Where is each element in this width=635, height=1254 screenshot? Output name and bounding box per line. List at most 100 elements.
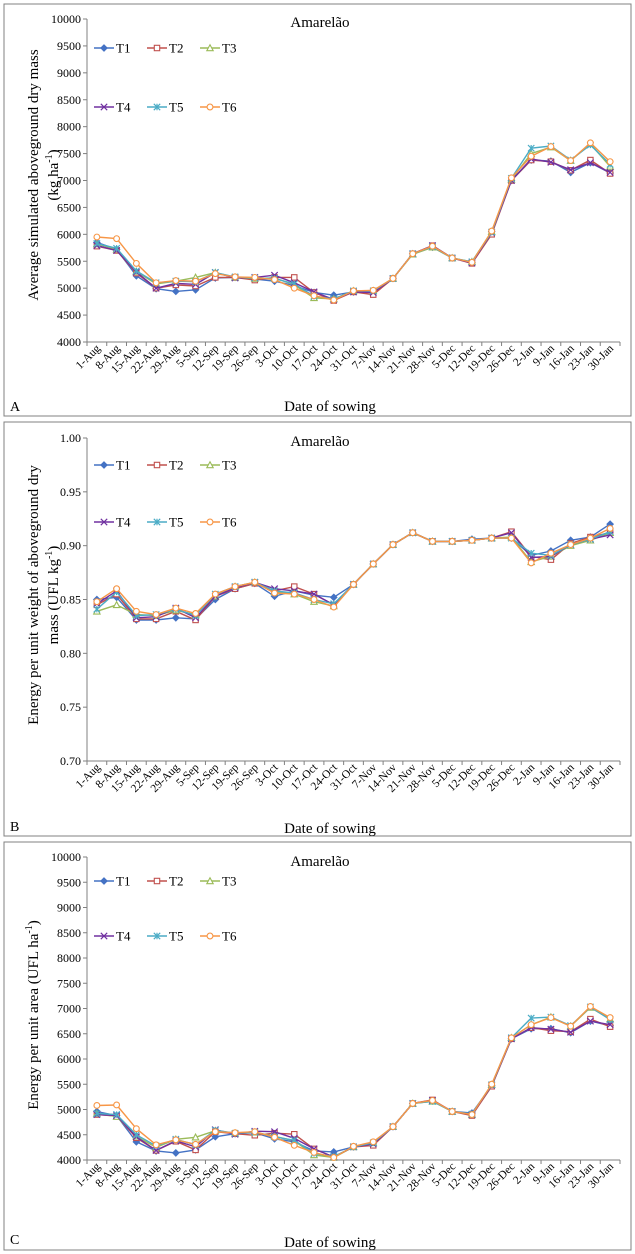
- panel-b-series-T6-point: [330, 603, 338, 611]
- panel-b-frame: [3, 421, 632, 837]
- panel-b-ytick-label: 0.85: [60, 593, 81, 607]
- panel-a-series-T6-point: [290, 284, 298, 292]
- panel-a-series-T6-point: [429, 242, 436, 250]
- panel-a-series-T4-point: [606, 168, 614, 177]
- panel-b-series-T5-point: [93, 605, 101, 613]
- panel-c-legend-T5-marker: [153, 932, 161, 940]
- panel-b-series-T6-point: [606, 524, 614, 532]
- panel-c-series-T6-point: [547, 1014, 555, 1022]
- panel-a-series-T6-point: [330, 296, 338, 304]
- panel-b-series-T6-point: [369, 560, 377, 568]
- panel-a-xtick-label: 2-Jan: [511, 342, 537, 368]
- panel-a-ylabel-unit: (kg ha: [46, 162, 62, 200]
- panel-a-legend-T2-marker: [153, 44, 161, 52]
- panel-b-legend-T1-label: T1: [116, 458, 130, 473]
- panel-b-series-T6-point: [389, 541, 397, 549]
- panel-b-title: Amarelão: [290, 434, 349, 450]
- panel-a-series-T6-line: [96, 141, 611, 301]
- panel-a-plot: 4000 4500 5000 5500 6000 6500 7000 7500 8000 8500…: [51, 12, 621, 376]
- panel-a-series-T6-point: [152, 279, 160, 287]
- panel-b-series-T6-point: [409, 529, 417, 537]
- panel-c-series-T6-point: [350, 1142, 357, 1150]
- panel-b-series-T6-point: [310, 596, 318, 603]
- panel-a: Amarelão A Date of sowing Average simula…: [3, 3, 632, 417]
- panel-a-ytick-label: 6500: [57, 200, 81, 214]
- panel-c-series-T6-point: [231, 1129, 239, 1137]
- panel-b-series-T6-point: [113, 585, 121, 593]
- panel-c-series-T2-point: [547, 1027, 555, 1034]
- panel-a-ytick-label: 7500: [57, 147, 81, 161]
- panel-a-series-T4-point: [547, 158, 555, 166]
- panel-c-series-T5-point: [527, 1014, 535, 1022]
- panel-a-ytick-label: 5500: [57, 254, 81, 268]
- panel-b-series-T1-point: [329, 593, 338, 602]
- panel-c-series-T6-point: [429, 1096, 436, 1104]
- panel-a-ytick-label: 8000: [57, 120, 81, 134]
- panel-a-series-T6-point: [350, 287, 357, 295]
- panel-a-series-T1-line: [96, 159, 611, 296]
- panel-c-ylabel-close: ): [26, 920, 42, 925]
- panel-c-legend-T1-label: T1: [116, 874, 130, 889]
- panel-c-series-T6-point: [192, 1140, 200, 1148]
- panel-b: Amarelão B Date of sowing Energy per uni…: [3, 421, 632, 837]
- panel-a-frame: [3, 3, 632, 417]
- panel-c-series-T6-point: [211, 1128, 219, 1136]
- panel-b-series-T1-point: [171, 613, 180, 622]
- panel-a-series-T2-point: [291, 274, 298, 281]
- panel-b-legend-T1-marker: [100, 461, 108, 469]
- panel-a-series-T5-point: [132, 267, 140, 275]
- panel-c-legend-T2-marker: [153, 877, 161, 885]
- panel-c-frame: [3, 841, 632, 1251]
- panel-c-series-T5-point: [132, 1131, 140, 1139]
- panel-b-series-T6-point: [271, 589, 278, 597]
- panel-b-series-T2-point: [291, 583, 298, 590]
- panel-a-legend-T3-marker: [205, 43, 215, 52]
- panel-a-series-T6-point: [606, 158, 614, 166]
- panel-b-ytick-label: 0.95: [60, 485, 81, 499]
- panel-c-series-T4-point: [586, 1017, 595, 1025]
- panel-c-legend-T3-marker: [205, 876, 215, 885]
- panel-a-ytick-label: 9500: [57, 39, 81, 53]
- panel-b-legend-T3-marker: [205, 460, 215, 469]
- panel-c-ytick-label: 7000: [57, 1002, 81, 1016]
- panel-c-series-T4-point: [547, 1025, 555, 1033]
- panel-b-ytick-label: 0.70: [60, 754, 81, 768]
- panel-b-legend-T3-label: T3: [222, 458, 236, 473]
- panel-b-series-T6-point: [231, 583, 239, 591]
- panel-c-plot: 4000 4500 5000 5500 6000 6500 7000 7500 8000 8500…: [51, 850, 621, 1194]
- panel-a-letter: A: [10, 400, 21, 415]
- panel-a-series-T6-point: [231, 273, 239, 281]
- panel-b-series-T6-point: [211, 590, 219, 598]
- panel-a-series-T6-point: [192, 277, 200, 285]
- panel-c-series-T6-point: [290, 1141, 298, 1149]
- panel-a-ylabel-line1: Average simulated aboveground dry mass: [26, 49, 42, 300]
- panel-a-series-T6-point: [448, 254, 456, 262]
- panel-c-xlabel: Date of sowing: [284, 1235, 376, 1251]
- panel-c-series-T1-line: [96, 1020, 611, 1154]
- panel-a-legend-T4-label: T4: [116, 100, 131, 115]
- panel-b-series-T6-point: [488, 534, 496, 542]
- panel-c-ytick-label: 10000: [51, 850, 81, 864]
- panel-b-series-T6-point: [251, 578, 259, 586]
- panel-b-ytick-label: 1.00: [60, 431, 81, 445]
- panel-a-ytick-label: 4000: [57, 335, 81, 349]
- panel-a-series-T6-point: [468, 258, 476, 266]
- panel-a-series-T5-line: [96, 144, 611, 300]
- panel-c-series-T6-point: [172, 1136, 180, 1144]
- panel-a-series-T6-point: [369, 286, 377, 294]
- panel-c-series-T6-point: [251, 1128, 259, 1136]
- panel-c-series-T6-point: [93, 1102, 101, 1109]
- panel-a-series-T6-point: [567, 157, 575, 165]
- panel-b-legend-T2-label: T2: [169, 458, 183, 473]
- panel-c-series-T6-point: [132, 1125, 140, 1133]
- panel-a-ytick-label: 8500: [57, 93, 81, 107]
- panel-a-legend-T5-marker: [153, 103, 161, 111]
- panel-c-legend-T6-marker: [206, 932, 214, 940]
- panel-a-series-T2-point: [606, 170, 614, 177]
- panel-a-series-T6-point: [211, 270, 219, 278]
- panel-c-legend-T6-label: T6: [222, 929, 237, 944]
- panel-c-series-T6-point: [330, 1154, 338, 1161]
- panel-c-series-T6-point: [567, 1022, 575, 1030]
- panel-c-series-T6-point: [409, 1099, 417, 1107]
